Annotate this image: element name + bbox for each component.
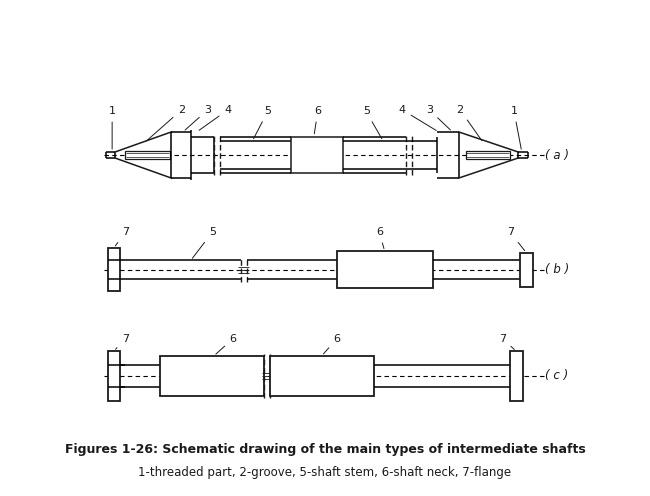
- Text: 4: 4: [199, 105, 231, 130]
- Bar: [270, 356, 374, 396]
- Bar: [337, 251, 433, 288]
- Text: Figures 1-26: Schematic drawing of the main types of intermediate shafts: Figures 1-26: Schematic drawing of the m…: [64, 443, 586, 456]
- Text: 7: 7: [506, 227, 525, 250]
- Text: 4: 4: [399, 105, 436, 130]
- Text: 2: 2: [146, 105, 185, 141]
- Text: 2: 2: [456, 105, 482, 140]
- Text: ( c ): ( c ): [545, 370, 568, 382]
- Text: 7: 7: [499, 334, 514, 350]
- Bar: [510, 351, 523, 401]
- Bar: [465, 151, 510, 159]
- Text: 3: 3: [426, 105, 450, 130]
- Text: 5: 5: [363, 107, 382, 139]
- Text: 5: 5: [192, 227, 216, 258]
- Text: ( a ): ( a ): [545, 148, 569, 162]
- Bar: [520, 253, 532, 287]
- Text: 6: 6: [376, 227, 384, 248]
- Text: 1: 1: [510, 107, 521, 149]
- Text: ( b ): ( b ): [545, 263, 569, 276]
- Bar: [160, 356, 264, 396]
- Text: 7: 7: [116, 334, 129, 349]
- Text: 6: 6: [314, 107, 321, 134]
- Text: 7: 7: [115, 227, 129, 246]
- Text: 1: 1: [109, 107, 116, 149]
- Bar: [125, 151, 170, 159]
- Text: 6: 6: [216, 334, 237, 354]
- Text: 6: 6: [324, 334, 341, 354]
- Text: 3: 3: [185, 105, 211, 130]
- Bar: [291, 136, 343, 174]
- Text: 1-threaded part, 2-groove, 5-shaft stem, 6-shaft neck, 7-flange: 1-threaded part, 2-groove, 5-shaft stem,…: [138, 466, 512, 479]
- Bar: [107, 351, 120, 401]
- Bar: [107, 248, 120, 291]
- Text: 5: 5: [254, 107, 271, 139]
